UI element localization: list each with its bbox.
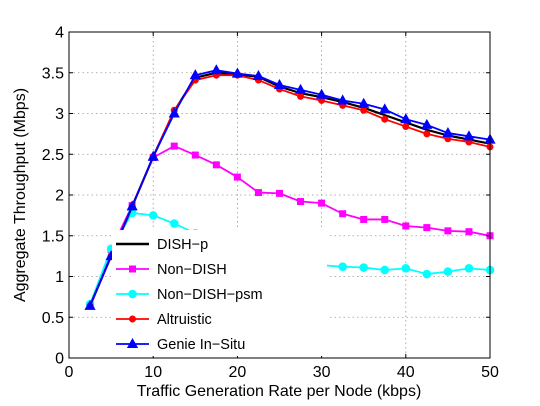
data-point	[339, 210, 347, 218]
data-point	[148, 211, 158, 220]
data-point	[381, 115, 389, 123]
data-point	[297, 92, 305, 100]
data-point	[444, 227, 452, 235]
data-point	[297, 198, 305, 206]
data-point	[276, 189, 283, 197]
data-point	[147, 150, 159, 161]
data-point	[463, 130, 475, 141]
data-point	[212, 161, 220, 169]
data-point	[170, 142, 178, 150]
data-point	[168, 107, 180, 118]
data-point	[318, 199, 326, 207]
data-point	[294, 83, 307, 94]
x-tick-label: 10	[144, 364, 162, 381]
data-point	[128, 289, 137, 299]
data-point	[338, 262, 347, 272]
y-tick-label: 0.5	[42, 310, 64, 327]
data-point	[400, 113, 412, 124]
legend-label: DISH−p	[157, 237, 208, 253]
y-tick-label: 2.5	[42, 147, 64, 164]
grid	[69, 32, 490, 358]
data-point	[423, 130, 431, 138]
legend-entry: Non−DISH	[116, 262, 227, 278]
legend-entry: Altruistic	[116, 312, 212, 328]
data-point	[254, 189, 262, 197]
x-tick-label: 40	[397, 364, 415, 381]
data-point	[422, 269, 432, 279]
legend-label: Non−DISH	[157, 262, 227, 278]
data-point	[443, 267, 453, 276]
data-point	[359, 263, 369, 272]
legend-entry: Non−DISH−psm	[116, 287, 263, 303]
x-tick-label: 0	[65, 364, 74, 381]
legend-label: Genie In−Situ	[157, 337, 245, 353]
data-point	[129, 265, 136, 273]
series-4	[84, 64, 496, 310]
data-point	[233, 173, 241, 181]
data-point	[423, 224, 431, 232]
data-point	[402, 123, 410, 131]
data-point	[273, 78, 286, 89]
y-tick-label: 0	[55, 351, 64, 368]
data-point	[421, 118, 433, 129]
data-point	[191, 151, 199, 159]
y-axis-label: Aggregate Throughput (Mbps)	[12, 88, 29, 302]
legend-entry: Genie In−Situ	[116, 337, 245, 353]
data-point	[129, 315, 136, 323]
data-point	[358, 97, 370, 108]
series-line	[89, 69, 491, 307]
x-axis-label: Traffic Generation Rate per Node (kbps)	[137, 383, 422, 400]
data-point	[231, 67, 244, 78]
y-tick-label: 1.5	[42, 228, 64, 245]
data-point	[442, 127, 454, 138]
legend-entry: DISH−p	[116, 237, 208, 253]
data-point	[401, 264, 411, 273]
data-point	[169, 219, 179, 228]
y-tick-label: 2	[55, 188, 64, 205]
data-point	[337, 94, 349, 105]
x-tick-label: 30	[313, 364, 331, 381]
data-point	[126, 200, 138, 211]
data-point	[464, 264, 474, 273]
y-tick-label: 4	[55, 25, 64, 42]
data-point	[210, 64, 222, 75]
legend: DISH−p Non−DISH Non−DISH−psm Altruistic Geni…	[112, 230, 327, 356]
data-point	[380, 265, 390, 275]
series-line	[89, 145, 491, 307]
x-tick-label: 20	[229, 364, 247, 381]
y-tick-label: 3	[55, 106, 64, 123]
data-point	[360, 215, 368, 223]
data-point	[402, 222, 410, 230]
data-point	[189, 69, 201, 80]
data-point	[126, 337, 139, 348]
data-point	[315, 88, 328, 99]
legend-label: Non−DISH−psm	[157, 287, 263, 303]
y-tick-label: 3.5	[42, 65, 64, 82]
y-tick-label: 1	[55, 269, 64, 286]
legend-label: Altruistic	[157, 312, 212, 328]
data-point	[84, 299, 96, 310]
data-point	[379, 103, 391, 114]
data-point	[465, 228, 473, 236]
legend-box	[112, 230, 327, 356]
data-point	[381, 215, 389, 223]
x-tick-label: 50	[481, 364, 499, 381]
axis-ticks: 0 10 20 30 40 50 0 0.5 1 1.5 2 2.5 3 3.5 4	[42, 25, 499, 382]
data-point	[360, 106, 368, 114]
data-point	[252, 69, 265, 81]
